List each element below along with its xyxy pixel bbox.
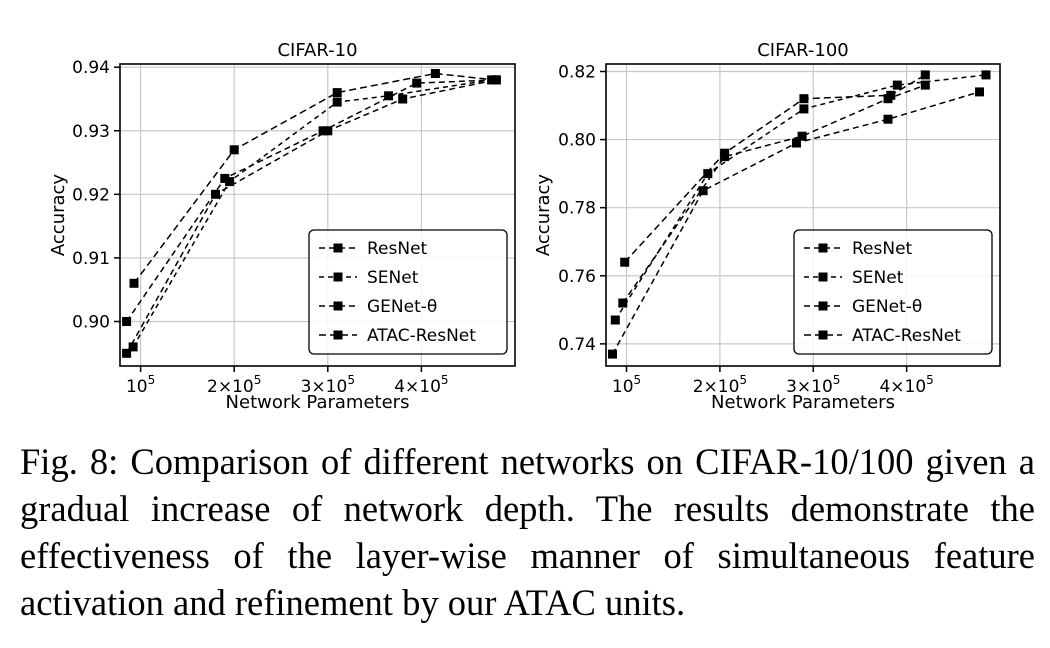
chart-2-series-4-point xyxy=(886,90,896,100)
chart-2-series-1-point xyxy=(608,349,617,359)
chart-1-x-tick-label: 3×105 xyxy=(301,373,355,397)
chart-2-legend-label-1: ResNet xyxy=(852,239,913,259)
chart-2-y-tick-label: 0.82 xyxy=(558,62,596,82)
chart-2-legend-marker-2 xyxy=(818,272,828,282)
chart-1-series-2-point xyxy=(332,97,342,107)
chart-2-legend-marker-3 xyxy=(818,301,828,311)
chart-1-title: CIFAR-10 xyxy=(277,40,357,61)
chart-1-panel: 105 2×105 3×105 4×105 0.90 0.91 0.92 0.93 0.94 CI… xyxy=(48,40,516,413)
chart-2-x-tick-label: 4×105 xyxy=(879,373,933,397)
chart-1-y-tick-label: 0.93 xyxy=(72,122,110,142)
chart-1-series-4-point xyxy=(229,145,239,155)
chart-1-legend-marker-2 xyxy=(333,272,343,282)
chart-1-legend-label-1: ResNet xyxy=(367,239,428,259)
chart-1-series-4-point xyxy=(489,75,499,85)
chart-2-series-2-point xyxy=(799,104,809,114)
chart-1-y-tick-label: 0.92 xyxy=(72,185,110,205)
chart-2-series-2-point xyxy=(892,80,902,90)
chart-2-series-3-point xyxy=(618,298,628,308)
chart-1-series-3-point xyxy=(318,126,328,136)
chart-1-legend-marker-4 xyxy=(333,330,343,340)
chart-2-series-2-point xyxy=(610,315,620,325)
chart-2-legend-box xyxy=(793,229,993,355)
chart-2-x-tick-label: 3×105 xyxy=(786,373,840,397)
chart-2-series-line-3 xyxy=(622,84,926,304)
chart-1-series-4-point xyxy=(129,278,139,288)
chart-1-series-3-point xyxy=(412,78,422,88)
figure-caption: Fig. 8: Comparison of different networks… xyxy=(20,441,1035,623)
chart-1-axes-frame xyxy=(119,63,516,367)
chart-1-legend-label-4: ATAC-ResNet xyxy=(367,326,476,346)
chart-1-legend-box xyxy=(308,229,508,355)
chart-2-series-4-point xyxy=(920,70,930,80)
chart-2-panel: 105 2×105 3×105 4×105 0.74 0.76 0.78 0.80 0.82 CI… xyxy=(533,40,1001,413)
chart-1-series-1-point xyxy=(398,94,408,104)
chart-1-y-axis-label: Accuracy xyxy=(48,174,69,257)
chart-2-series-1-point xyxy=(698,186,708,196)
chart-2-title: CIFAR-100 xyxy=(757,40,849,61)
chart-2-series-4-point xyxy=(799,94,809,104)
chart-2-series-3-point xyxy=(920,80,930,90)
chart-1-y-tick-label: 0.94 xyxy=(72,58,110,78)
chart-2-series-1-point xyxy=(883,114,893,124)
chart-2-y-tick-label: 0.76 xyxy=(558,267,596,287)
chart-1-x-tick-label: 4×105 xyxy=(394,373,448,397)
chart-1-series-2-point xyxy=(225,177,234,187)
chart-2-legend-marker-4 xyxy=(818,330,828,340)
chart-1-legend-label-3: GENet-θ xyxy=(367,297,437,317)
chart-1-series-2-point xyxy=(384,91,394,101)
chart-2-series-3-point xyxy=(797,131,807,141)
chart-2-x-tick-label: 105 xyxy=(612,373,641,397)
chart-1-series-1-point xyxy=(323,126,333,136)
chart-2-series-2-point xyxy=(981,70,991,80)
chart-1-legend-label-2: SENet xyxy=(367,268,419,288)
chart-1-series-1-point xyxy=(211,189,220,199)
chart-2-legend-marker-1 xyxy=(818,243,828,253)
chart-1-y-tick-label: 0.90 xyxy=(72,312,110,332)
chart-2-series-4-point xyxy=(720,148,730,158)
chart-1-x-tick-label: 105 xyxy=(126,373,155,397)
chart-2-legend-label-3: GENet-θ xyxy=(852,297,922,317)
chart-1-series-1-point xyxy=(122,348,132,358)
chart-1-y-tick-label: 0.91 xyxy=(72,249,110,269)
chart-1-legend-marker-1 xyxy=(333,243,343,253)
chart-1-series-4-point xyxy=(430,69,440,78)
chart-2-legend-label-4: ATAC-ResNet xyxy=(852,326,961,346)
chart-1-series-3-point xyxy=(220,173,230,183)
chart-2-axes-frame xyxy=(605,63,1001,367)
chart-2-series-1-point xyxy=(975,87,984,97)
chart-2-x-tick-label: 2×105 xyxy=(693,373,747,397)
chart-2-legend: ResNet SENet GENet-θ ATAC-ResNet xyxy=(793,229,993,355)
chart-1-series-line-4 xyxy=(133,72,495,284)
chart-1-x-axis-label: Network Parameters xyxy=(226,392,410,413)
chart-2-y-tick-label: 0.80 xyxy=(558,131,596,151)
chart-1-series-4-point xyxy=(332,88,342,98)
chart-2-series-1-point xyxy=(792,138,801,148)
chart-2-series-4-point xyxy=(620,257,630,267)
chart-2-y-tick-label: 0.78 xyxy=(558,199,596,219)
chart-2-y-tick-label: 0.74 xyxy=(558,335,596,355)
chart-2-series-2-point xyxy=(703,169,713,179)
chart-1-series-2-point xyxy=(128,342,138,352)
chart-1-x-tick-label: 2×105 xyxy=(207,373,261,397)
chart-2-legend-label-2: SENet xyxy=(852,268,904,288)
chart-2-x-axis-label: Network Parameters xyxy=(711,392,895,413)
chart-1-legend: ResNet SENet GENet-θ ATAC-ResNet xyxy=(308,229,508,355)
chart-1-series-3-point xyxy=(122,317,132,326)
chart-1-legend-marker-3 xyxy=(333,301,343,311)
chart-2-y-axis-label: Accuracy xyxy=(533,174,554,257)
figure: 105 2×105 3×105 4×105 0.90 0.91 0.92 0.93 0.94 CI… xyxy=(48,40,1001,413)
